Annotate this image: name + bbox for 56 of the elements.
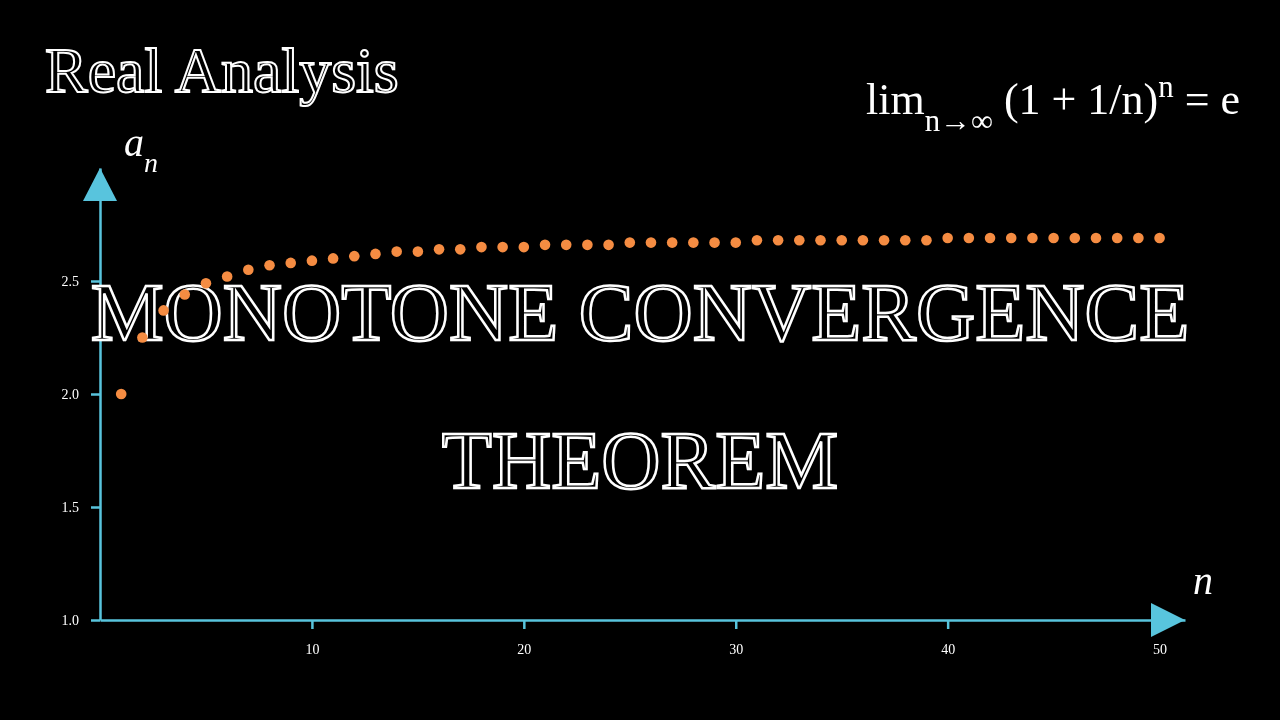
point bbox=[115, 388, 127, 400]
point bbox=[815, 235, 826, 246]
point bbox=[476, 241, 487, 253]
y-tick-label: 2.0 bbox=[61, 386, 79, 402]
point bbox=[709, 237, 720, 248]
point bbox=[666, 237, 678, 248]
point bbox=[942, 232, 953, 244]
point bbox=[963, 232, 975, 244]
x-tick-label: 10 bbox=[305, 641, 320, 657]
point bbox=[1027, 232, 1038, 244]
point bbox=[582, 239, 593, 251]
point bbox=[1133, 232, 1144, 244]
point bbox=[772, 235, 784, 246]
point bbox=[603, 239, 614, 251]
point bbox=[688, 237, 699, 248]
point bbox=[751, 235, 763, 246]
point bbox=[624, 237, 636, 248]
point bbox=[433, 244, 445, 255]
point bbox=[497, 241, 508, 253]
point bbox=[899, 235, 911, 246]
text: lim$_{n→∞}$ (1 + 1/n)$^{n}$ = e bbox=[866, 70, 1240, 138]
point bbox=[285, 257, 297, 269]
point bbox=[412, 246, 424, 257]
point bbox=[518, 241, 530, 253]
point bbox=[857, 235, 869, 246]
point bbox=[921, 235, 932, 246]
point bbox=[306, 255, 318, 266]
x-tick-label: 50 bbox=[1153, 641, 1168, 657]
point bbox=[984, 232, 996, 244]
y-tick-label: 1.5 bbox=[61, 499, 79, 515]
y-tick-label: 2.5 bbox=[61, 273, 79, 289]
x-tick-label: 40 bbox=[941, 641, 956, 657]
point bbox=[1048, 232, 1059, 244]
point bbox=[349, 250, 360, 262]
point bbox=[1090, 232, 1102, 244]
point bbox=[454, 244, 466, 255]
point bbox=[327, 253, 339, 264]
point bbox=[730, 237, 742, 248]
point bbox=[1154, 232, 1165, 244]
y-tick-label: 1.0 bbox=[61, 612, 79, 628]
point bbox=[878, 235, 890, 246]
point bbox=[539, 239, 551, 251]
x-tick-label: 20 bbox=[517, 641, 532, 657]
point bbox=[1111, 232, 1123, 244]
y-axis-title: a$_{n}$ bbox=[124, 120, 158, 178]
point bbox=[1005, 232, 1017, 244]
point bbox=[391, 246, 402, 257]
point bbox=[560, 239, 572, 251]
point bbox=[794, 235, 805, 246]
point bbox=[836, 235, 847, 246]
point bbox=[370, 248, 381, 260]
x-tick-label: 30 bbox=[729, 641, 744, 657]
x-axis-title: n bbox=[1193, 558, 1213, 603]
point bbox=[1069, 232, 1081, 244]
chart-subtitle: Real Analysis bbox=[45, 35, 399, 106]
point bbox=[645, 237, 657, 248]
